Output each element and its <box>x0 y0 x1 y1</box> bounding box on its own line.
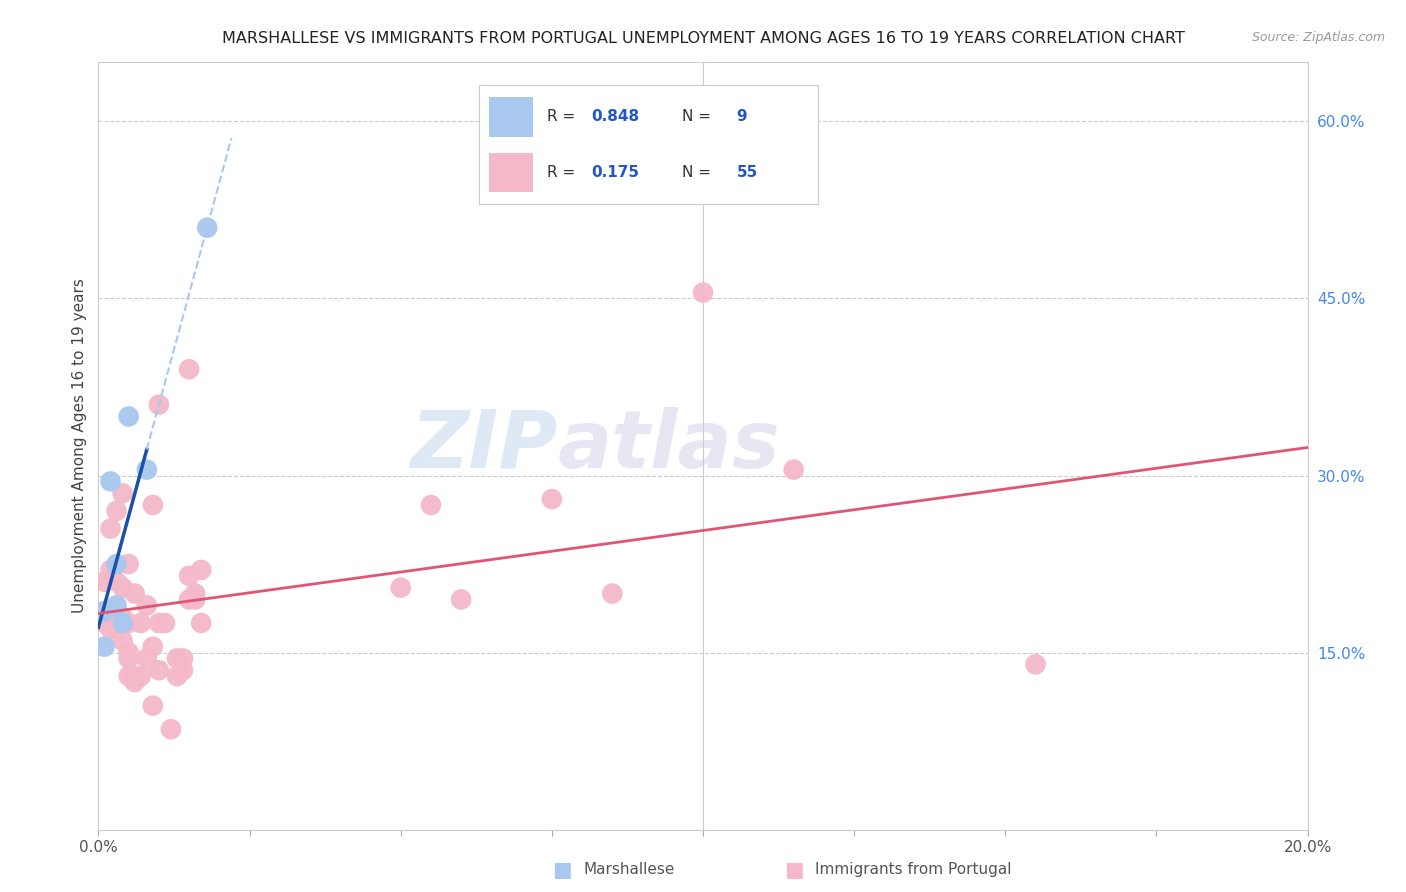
Point <box>124 669 146 683</box>
Point <box>179 592 201 607</box>
Point <box>105 622 128 636</box>
Point <box>135 651 157 665</box>
Point <box>179 362 201 376</box>
Text: ■: ■ <box>785 860 804 880</box>
Point <box>135 462 157 476</box>
Point <box>190 563 212 577</box>
Point <box>153 615 176 630</box>
Text: Marshallese: Marshallese <box>583 863 675 877</box>
Point <box>160 723 183 737</box>
Point <box>166 651 188 665</box>
Point <box>129 615 152 630</box>
Text: Immigrants from Portugal: Immigrants from Portugal <box>815 863 1012 877</box>
Point <box>602 586 624 600</box>
Point <box>93 615 115 630</box>
Point <box>142 698 165 713</box>
Point <box>420 498 443 512</box>
Point <box>142 498 165 512</box>
Point <box>195 220 218 235</box>
Point <box>93 604 115 618</box>
Point <box>389 581 412 595</box>
Point <box>783 462 806 476</box>
Text: MARSHALLESE VS IMMIGRANTS FROM PORTUGAL UNEMPLOYMENT AMONG AGES 16 TO 19 YEARS C: MARSHALLESE VS IMMIGRANTS FROM PORTUGAL … <box>222 31 1184 46</box>
Point <box>111 615 134 630</box>
Point <box>1024 657 1046 672</box>
Point <box>179 569 201 583</box>
Point <box>105 504 128 518</box>
Point <box>118 669 141 683</box>
Point <box>105 599 128 613</box>
Point <box>118 646 141 660</box>
Point <box>100 615 122 630</box>
Point <box>111 610 134 624</box>
Point <box>124 675 146 690</box>
Point <box>148 398 170 412</box>
Point <box>172 663 194 677</box>
Point <box>100 475 122 489</box>
Point <box>148 615 170 630</box>
Point <box>93 574 115 589</box>
Y-axis label: Unemployment Among Ages 16 to 19 years: Unemployment Among Ages 16 to 19 years <box>72 278 87 614</box>
Point <box>118 557 141 571</box>
Point <box>142 640 165 654</box>
Point <box>118 409 141 424</box>
Point <box>450 592 472 607</box>
Point <box>172 651 194 665</box>
Point <box>118 615 141 630</box>
Point <box>100 522 122 536</box>
Point <box>124 586 146 600</box>
Point <box>105 574 128 589</box>
Point <box>100 604 122 618</box>
Point <box>148 663 170 677</box>
Point <box>135 599 157 613</box>
Point <box>111 486 134 500</box>
Point <box>166 669 188 683</box>
Point <box>692 285 714 300</box>
Point <box>105 610 128 624</box>
Point <box>190 615 212 630</box>
Text: Source: ZipAtlas.com: Source: ZipAtlas.com <box>1251 31 1385 45</box>
Point <box>540 492 562 507</box>
Point <box>93 604 115 618</box>
Point <box>93 640 115 654</box>
Point <box>105 615 128 630</box>
Text: atlas: atlas <box>558 407 780 485</box>
Text: ZIP: ZIP <box>411 407 558 485</box>
Point <box>111 633 134 648</box>
Point <box>118 651 141 665</box>
Point <box>184 586 207 600</box>
Point <box>105 557 128 571</box>
Point <box>100 622 122 636</box>
Point <box>100 563 122 577</box>
Text: ■: ■ <box>553 860 572 880</box>
Point <box>129 669 152 683</box>
Point <box>184 592 207 607</box>
Point <box>111 581 134 595</box>
